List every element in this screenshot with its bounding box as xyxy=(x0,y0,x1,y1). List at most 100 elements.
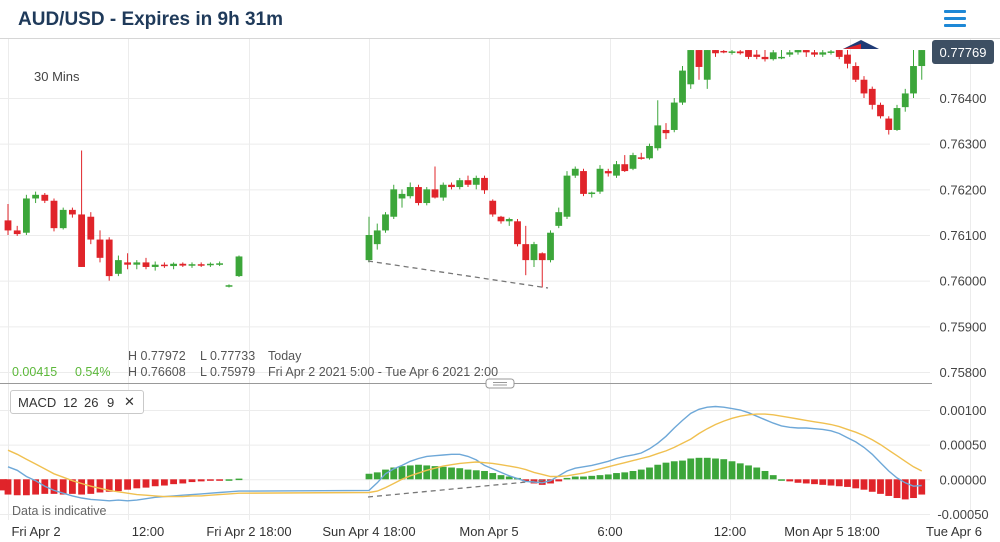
candle-body xyxy=(885,118,893,130)
candle-body xyxy=(78,214,85,267)
macd-histogram-bar xyxy=(629,470,637,480)
candle-body xyxy=(456,180,464,188)
candle-body xyxy=(69,209,76,215)
range-label: Fri Apr 2 2021 5:00 - Tue Apr 6 2021 2:0… xyxy=(268,365,498,379)
macd-histogram-bar xyxy=(32,479,39,495)
macd-histogram-bar xyxy=(613,473,620,480)
macd-histogram-bar xyxy=(170,479,177,485)
candle-body xyxy=(87,216,95,240)
macd-histogram-bar xyxy=(481,470,488,480)
candle-body xyxy=(893,108,901,130)
candle-body xyxy=(695,50,703,67)
candle-body xyxy=(679,70,686,103)
macd-histogram-bar xyxy=(235,478,243,481)
range-high: H 0.76608 xyxy=(128,365,186,379)
time-tick-label: Mon Apr 5 18:00 xyxy=(784,524,879,539)
candle-body xyxy=(188,264,196,266)
indicator-selector[interactable]: MACD 12 26 9 ✕ xyxy=(10,390,144,414)
candle-body xyxy=(877,104,884,117)
candle-body xyxy=(786,52,794,55)
candle-body xyxy=(703,50,711,80)
candle-body xyxy=(712,50,719,54)
macd-histogram-bar xyxy=(794,479,802,483)
candle-body xyxy=(852,66,860,80)
candle-body xyxy=(96,239,104,258)
header-bar: AUD/USD - Expires in 9h 31m xyxy=(0,0,1000,38)
price-tag: 0.77769 xyxy=(940,45,987,60)
range-low: L 0.75979 xyxy=(200,365,255,379)
macd-histogram-bar xyxy=(188,479,196,483)
candle-body xyxy=(23,198,30,233)
macd-histogram-bar xyxy=(115,479,122,492)
candle-body xyxy=(522,244,530,261)
macd-histogram-bar xyxy=(761,470,769,480)
macd-histogram-bar xyxy=(885,479,893,496)
timeframe-label: 30 Mins xyxy=(34,69,80,84)
candle-body xyxy=(439,184,447,198)
candle-body xyxy=(613,164,620,176)
macd-histogram-bar xyxy=(398,466,406,480)
candle-body xyxy=(580,171,587,194)
candle-body xyxy=(687,50,695,85)
candle-body xyxy=(910,66,917,94)
candle-body xyxy=(105,239,113,277)
macd-histogram-bar xyxy=(497,475,505,480)
candle-body xyxy=(860,79,868,94)
candle-body xyxy=(406,187,414,197)
close-icon[interactable]: ✕ xyxy=(124,394,135,409)
candle-body xyxy=(761,56,769,60)
macd-histogram-bar xyxy=(69,479,76,494)
candle-body xyxy=(646,145,653,159)
pane-resize-handle[interactable] xyxy=(485,378,515,389)
candle-body xyxy=(41,194,49,201)
macd-histogram-bar xyxy=(151,479,159,487)
macd-histogram-bar xyxy=(23,479,30,496)
macd-histogram-bar xyxy=(646,467,653,480)
candle-body xyxy=(868,88,876,105)
macd-histogram-bar xyxy=(769,475,777,480)
macd-histogram-bar xyxy=(161,479,168,486)
macd-tick-label: 0.00000 xyxy=(940,472,987,487)
price-tick-label: 0.76400 xyxy=(940,91,987,106)
candle-body xyxy=(514,221,521,245)
macd-histogram-bar xyxy=(124,479,131,490)
macd-histogram-bar xyxy=(489,473,497,480)
macd-histogram-bar xyxy=(431,466,439,480)
candle-body xyxy=(431,189,439,198)
macd-histogram-bar xyxy=(142,479,150,488)
candle-body xyxy=(604,171,612,174)
candle-body xyxy=(216,263,223,265)
candle-body xyxy=(170,263,177,267)
macd-histogram-bar xyxy=(505,476,513,480)
macd-histogram-bar xyxy=(621,472,629,480)
candle-body xyxy=(472,177,480,185)
candle-body xyxy=(728,51,736,53)
macd-histogram-bar xyxy=(390,467,398,480)
macd-histogram-bar xyxy=(96,479,104,493)
macd-histogram-bar xyxy=(604,474,612,480)
macd-histogram-bar xyxy=(216,479,223,481)
macd-histogram-bar xyxy=(373,472,381,480)
candle-body xyxy=(654,125,662,149)
macd-line xyxy=(7,405,922,502)
candle-body xyxy=(13,230,21,235)
macd-histogram-bar xyxy=(819,479,827,485)
macd-histogram-bar xyxy=(868,479,876,492)
candle-body xyxy=(769,52,777,60)
macd-histogram-bar xyxy=(703,457,711,480)
macd-histogram-bar xyxy=(406,465,414,480)
macd-histogram-bar xyxy=(654,464,662,480)
candle-body xyxy=(745,50,752,57)
hamburger-menu-icon[interactable] xyxy=(944,10,966,28)
macd-histogram-bar xyxy=(687,458,695,480)
candle-body xyxy=(464,180,472,185)
candle-body xyxy=(629,155,637,169)
macd-histogram-bar xyxy=(827,479,835,486)
macd-histogram-bar xyxy=(679,460,686,480)
time-tick-label: Fri Apr 2 18:00 xyxy=(206,524,291,539)
candle-body xyxy=(811,52,818,55)
macd-histogram-bar xyxy=(712,458,719,480)
macd-histogram-bar xyxy=(802,479,810,484)
macd-histogram-bar xyxy=(464,469,472,480)
